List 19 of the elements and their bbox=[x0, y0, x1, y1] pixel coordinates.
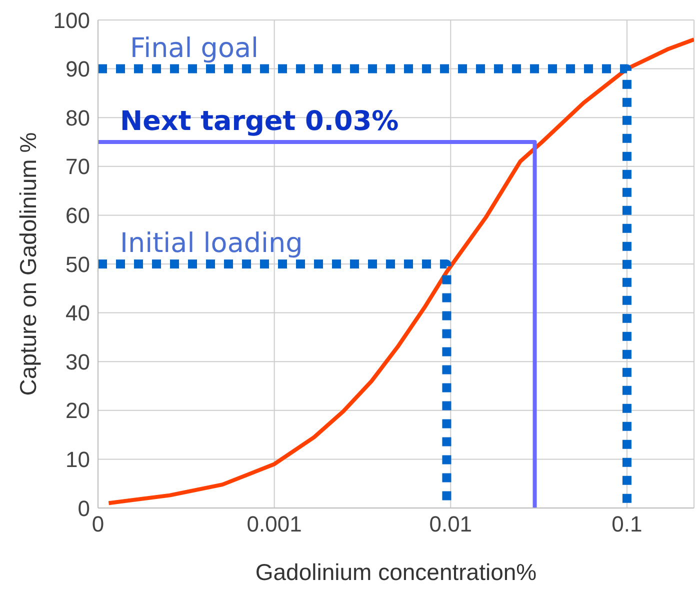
y-tick-label: 20 bbox=[66, 398, 90, 424]
x-tick-label: 0.001 bbox=[246, 512, 302, 537]
annotation: Next target 0.03% bbox=[120, 106, 399, 137]
y-tick-label: 40 bbox=[66, 300, 90, 326]
y-tick-label: 80 bbox=[66, 105, 90, 130]
x-tick-label: 0.1 bbox=[612, 512, 642, 537]
y-tick-label: 90 bbox=[66, 56, 90, 82]
y-tick-label: 70 bbox=[66, 154, 90, 180]
y-tick-label: 0 bbox=[78, 496, 90, 521]
annotation: Initial loading bbox=[120, 228, 303, 259]
annotation: Final goal bbox=[130, 32, 259, 64]
y-axis-title: Capture on Gadolinium % bbox=[15, 132, 42, 396]
y-tick-label: 10 bbox=[66, 447, 90, 472]
y-tick-label: 30 bbox=[66, 349, 90, 374]
y-tick-label: 60 bbox=[66, 203, 90, 228]
y-tick-label: 50 bbox=[66, 252, 90, 277]
y-tick-label: 100 bbox=[53, 8, 90, 33]
x-tick-label: 0.01 bbox=[429, 512, 472, 537]
x-axis-title: Gadolinium concentration% bbox=[255, 559, 537, 585]
